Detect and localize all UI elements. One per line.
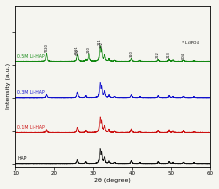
Text: 0.1M Li-HAP: 0.1M Li-HAP — [17, 125, 45, 129]
Text: 002: 002 — [76, 48, 80, 55]
Text: HAP: HAP — [17, 156, 27, 161]
Y-axis label: Intensity (a.u.): Intensity (a.u.) — [5, 63, 11, 109]
Text: 310: 310 — [129, 50, 133, 57]
Text: 0.3M Li-HAP: 0.3M Li-HAP — [17, 90, 45, 95]
Text: 222: 222 — [156, 51, 160, 58]
Text: *101: *101 — [75, 45, 79, 54]
Text: 202: 202 — [100, 41, 104, 48]
Text: 211: 211 — [98, 38, 102, 45]
Text: 0.5M Li-HAP: 0.5M Li-HAP — [17, 54, 45, 59]
Text: 210: 210 — [87, 46, 91, 53]
Text: 213: 213 — [167, 51, 171, 58]
Text: * Li$_3$PO$_4$: * Li$_3$PO$_4$ — [181, 40, 200, 47]
Text: *020: *020 — [44, 43, 49, 52]
Text: 004: 004 — [182, 52, 185, 59]
X-axis label: 2θ (degree): 2θ (degree) — [94, 178, 131, 184]
